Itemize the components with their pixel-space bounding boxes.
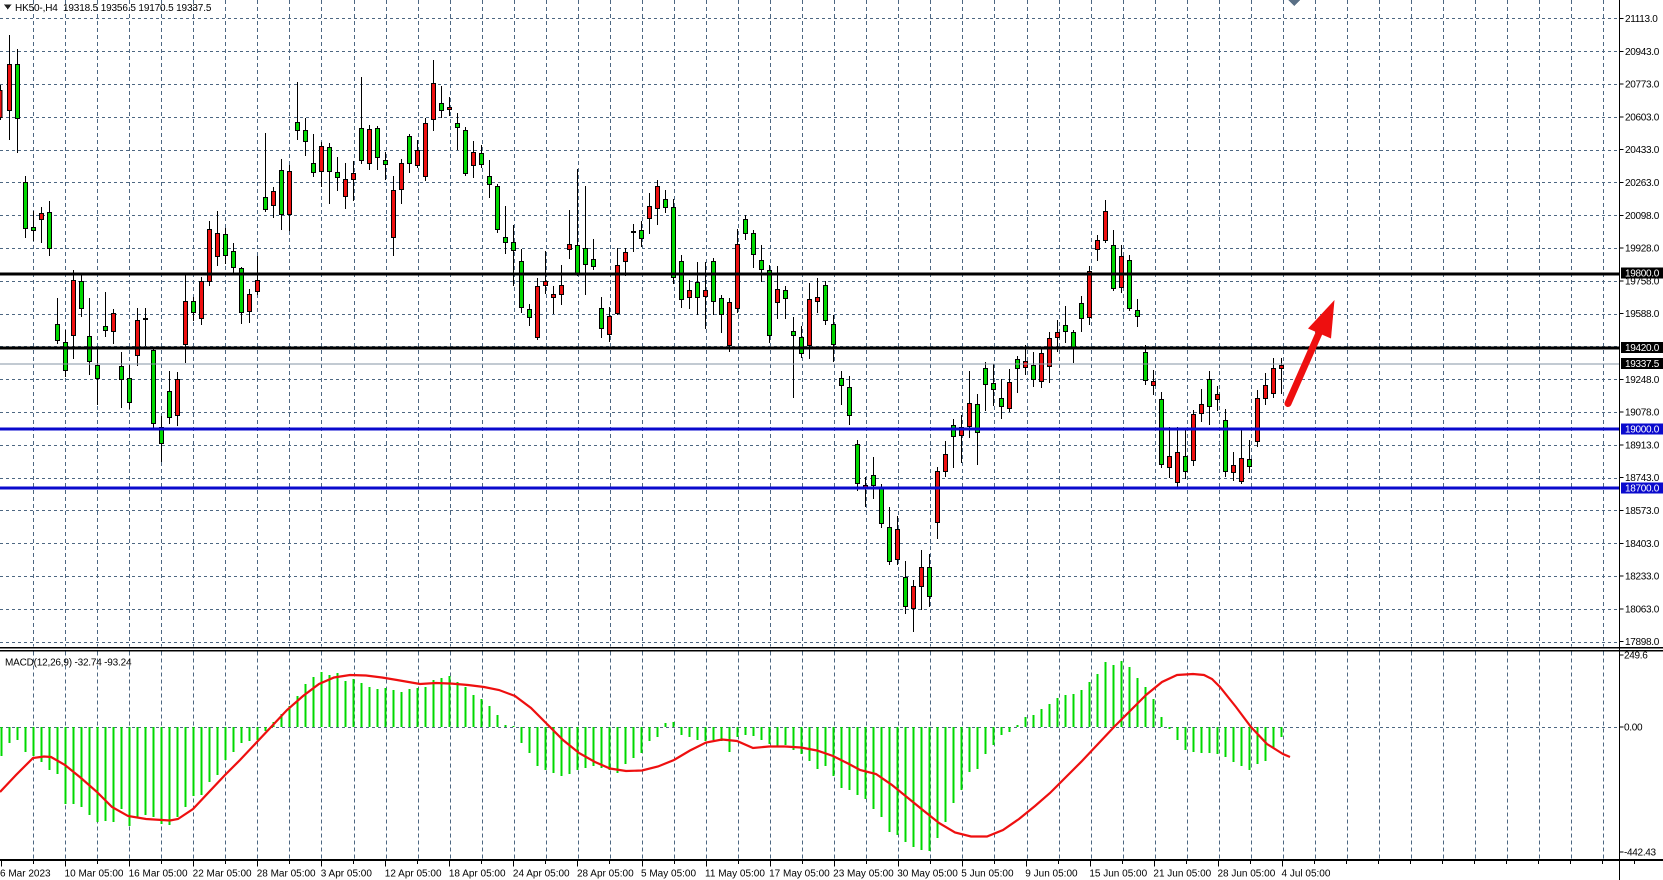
- svg-text:28 Apr 05:00: 28 Apr 05:00: [577, 869, 634, 880]
- svg-text:18700.0: 18700.0: [1625, 484, 1660, 495]
- svg-text:6 Mar 2023: 6 Mar 2023: [0, 869, 51, 880]
- svg-text:18573.0: 18573.0: [1625, 506, 1660, 517]
- svg-text:20098.0: 20098.0: [1625, 211, 1660, 222]
- svg-text:3 Apr 05:00: 3 Apr 05:00: [321, 869, 373, 880]
- svg-text:5 Jun 05:00: 5 Jun 05:00: [961, 869, 1014, 880]
- svg-text:23 May 05:00: 23 May 05:00: [833, 869, 894, 880]
- svg-text:22 Mar 05:00: 22 Mar 05:00: [193, 869, 252, 880]
- svg-text:17898.0: 17898.0: [1625, 637, 1660, 648]
- svg-text:20603.0: 20603.0: [1625, 112, 1660, 123]
- svg-text:28 Jun 05:00: 28 Jun 05:00: [1217, 869, 1275, 880]
- svg-text:19078.0: 19078.0: [1625, 408, 1660, 419]
- svg-text:30 May 05:00: 30 May 05:00: [897, 869, 958, 880]
- svg-text:12 Apr 05:00: 12 Apr 05:00: [385, 869, 442, 880]
- svg-text:-442.43: -442.43: [1624, 848, 1657, 859]
- svg-text:28 Mar 05:00: 28 Mar 05:00: [257, 869, 316, 880]
- svg-text:19800.0: 19800.0: [1625, 269, 1660, 280]
- svg-text:18913.0: 18913.0: [1625, 440, 1660, 451]
- svg-text:21113.0: 21113.0: [1625, 14, 1658, 25]
- svg-text:4 Jul 05:00: 4 Jul 05:00: [1282, 869, 1331, 880]
- svg-text:18403.0: 18403.0: [1625, 539, 1660, 550]
- svg-text:20773.0: 20773.0: [1625, 80, 1660, 91]
- svg-text:15 Jun 05:00: 15 Jun 05:00: [1089, 869, 1147, 880]
- svg-text:24 Apr 05:00: 24 Apr 05:00: [513, 869, 570, 880]
- svg-text:9 Jun 05:00: 9 Jun 05:00: [1025, 869, 1078, 880]
- svg-text:11 May 05:00: 11 May 05:00: [705, 869, 765, 880]
- svg-text:20433.0: 20433.0: [1625, 145, 1660, 156]
- svg-text:MACD(12,26,9) -32.74 -93.24: MACD(12,26,9) -32.74 -93.24: [5, 658, 132, 669]
- svg-text:10 Mar 05:00: 10 Mar 05:00: [65, 869, 124, 880]
- svg-text:19337.5: 19337.5: [1625, 359, 1660, 370]
- svg-text:16 Mar 05:00: 16 Mar 05:00: [129, 869, 188, 880]
- svg-text:249.6: 249.6: [1624, 651, 1648, 662]
- svg-text:19758.0: 19758.0: [1625, 276, 1660, 287]
- svg-text:21 Jun 05:00: 21 Jun 05:00: [1153, 869, 1211, 880]
- svg-text:HK50-,H4 19318.5 19356.5 1917: HK50-,H4 19318.5 19356.5 19170.5 19337.5: [15, 3, 212, 14]
- svg-text:17 May 05:00: 17 May 05:00: [769, 869, 830, 880]
- svg-text:19588.0: 19588.0: [1625, 309, 1660, 320]
- svg-text:0.00: 0.00: [1624, 723, 1643, 734]
- svg-text:20263.0: 20263.0: [1625, 178, 1660, 189]
- svg-text:5 May 05:00: 5 May 05:00: [641, 869, 696, 880]
- svg-text:19248.0: 19248.0: [1625, 375, 1660, 386]
- svg-text:19000.0: 19000.0: [1625, 425, 1660, 436]
- svg-text:18233.0: 18233.0: [1625, 572, 1660, 583]
- svg-text:19928.0: 19928.0: [1625, 244, 1660, 255]
- svg-text:19420.0: 19420.0: [1625, 343, 1660, 354]
- svg-text:18 Apr 05:00: 18 Apr 05:00: [449, 869, 506, 880]
- svg-text:18743.0: 18743.0: [1625, 473, 1660, 484]
- svg-text:18063.0: 18063.0: [1625, 604, 1660, 615]
- svg-text:20943.0: 20943.0: [1625, 47, 1660, 58]
